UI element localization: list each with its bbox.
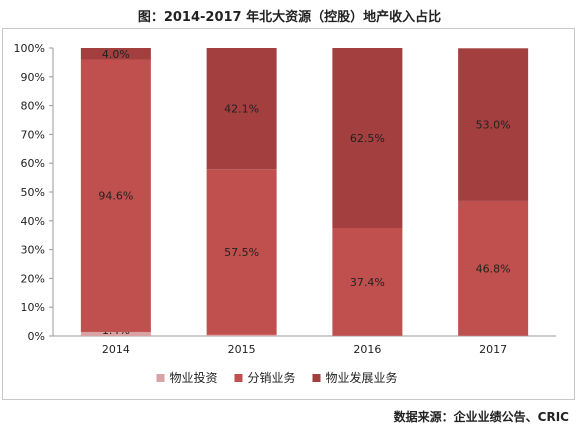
y-tick-label: 40% [21, 215, 45, 228]
source-note: 数据来源：企业业绩公告、CRIC [393, 410, 569, 424]
bar-segment-3 [206, 48, 277, 170]
data-label: 53.0% [476, 119, 511, 132]
chart-title: 图：2014-2017 年北大资源（控股）地产收入占比 [137, 10, 442, 25]
y-tick-label: 50% [21, 186, 45, 199]
bar-segment-3 [458, 48, 529, 201]
bar-segment-2 [458, 200, 529, 336]
bar-segment-2 [80, 59, 151, 332]
x-tick-label: 2014 [102, 343, 130, 356]
y-tick-label: 70% [21, 128, 45, 141]
bar-segment-2 [332, 228, 403, 336]
y-tick-label: 30% [21, 244, 45, 257]
legend-label-2: 分销业务 [248, 370, 296, 385]
legend-swatch-2 [234, 374, 243, 382]
y-tick-label: 0% [28, 330, 45, 343]
data-label: 57.5% [224, 246, 259, 259]
y-tick-label: 90% [21, 71, 45, 84]
y-tick-label: 60% [21, 157, 45, 170]
bar-segment-1 [206, 334, 277, 336]
bar-segment-3 [332, 48, 403, 228]
y-tick-label: 80% [21, 100, 45, 113]
data-label: 62.5% [350, 132, 385, 145]
legend-label-1: 物业投资 [170, 370, 218, 385]
bar-segment-3 [80, 48, 151, 60]
bar-segment-1 [80, 331, 151, 336]
data-label: 42.1% [224, 103, 259, 116]
data-label: 46.8% [476, 262, 511, 275]
x-tick-label: 2015 [228, 343, 256, 356]
y-tick-label: 10% [21, 301, 45, 314]
data-label: 94.6% [98, 190, 133, 203]
stacked-bar-chart: 0%10%20%30%40%50%60%70%80%90%100%1.4%94.… [14, 42, 556, 385]
data-label: 4.0% [102, 48, 130, 61]
legend-swatch-1 [156, 374, 165, 382]
x-tick-label: 2016 [353, 343, 381, 356]
chart-frame: 0%10%20%30%40%50%60%70%80%90%100%1.4%94.… [2, 28, 575, 400]
x-tick-label: 2017 [479, 343, 507, 356]
bar-segment-2 [206, 169, 277, 335]
legend-swatch-3 [312, 374, 321, 382]
legend-label-3: 物业发展业务 [326, 370, 398, 385]
data-label: 37.4% [350, 276, 385, 289]
y-tick-label: 20% [21, 272, 45, 285]
y-tick-label: 100% [14, 42, 45, 55]
